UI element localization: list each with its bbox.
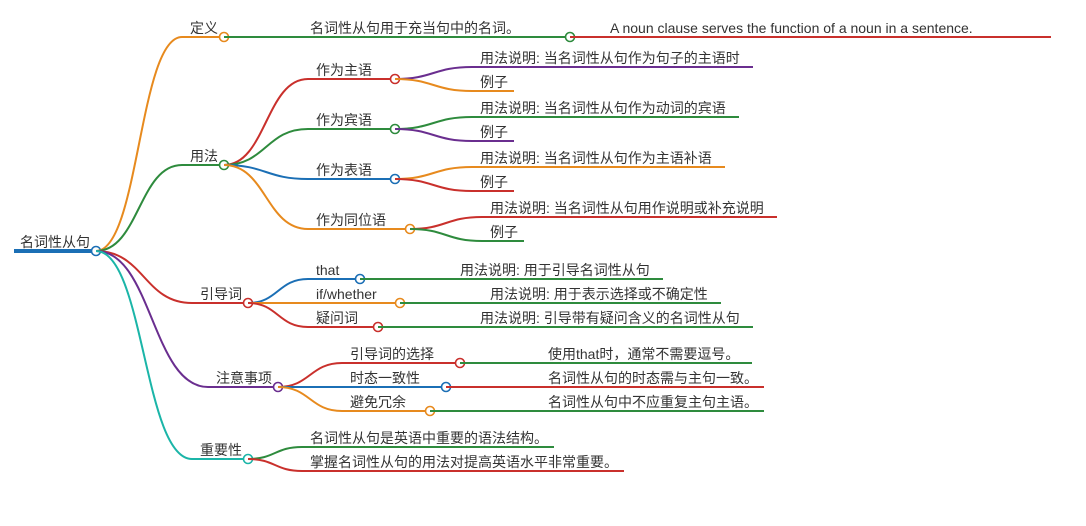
child-label: 时态一致性 [350, 371, 420, 385]
leaf-label: 例子 [480, 75, 508, 89]
leaf-label: 用法说明: 引导带有疑问含义的名词性从句 [480, 311, 740, 325]
leaf-label: 用法说明: 当名词性从句用作说明或补充说明 [490, 201, 764, 215]
child-label: if/whether [316, 287, 377, 301]
child-label: 名词性从句是英语中重要的语法结构。 [310, 431, 548, 445]
leaf-label: A noun clause serves the function of a n… [610, 21, 973, 35]
child-label: 引导词的选择 [350, 347, 434, 361]
branch-label-usage: 用法 [190, 149, 218, 163]
child-label: 作为表语 [316, 163, 372, 177]
child-label: 作为宾语 [316, 113, 372, 127]
child-label: that [316, 263, 339, 277]
child-label: 作为主语 [316, 63, 372, 77]
leaf-label: 用法说明: 当名词性从句作为主语补语 [480, 151, 712, 165]
child-label: 避免冗余 [350, 395, 406, 409]
leaf-label: 例子 [480, 175, 508, 189]
child-label: 掌握名词性从句的用法对提高英语水平非常重要。 [310, 455, 618, 469]
child-label: 疑问词 [316, 311, 358, 325]
leaf-label: 例子 [490, 225, 518, 239]
leaf-label: 用法说明: 用于表示选择或不确定性 [490, 287, 708, 301]
branch-label-conn: 引导词 [200, 287, 242, 301]
leaf-label: 使用that时，通常不需要逗号。 [548, 347, 739, 361]
branch-label-imp: 重要性 [200, 443, 242, 457]
leaf-label: 名词性从句的时态需与主句一致。 [548, 371, 758, 385]
leaf-label: 用法说明: 当名词性从句作为句子的主语时 [480, 51, 740, 65]
branch-label-def: 定义 [190, 21, 218, 35]
leaf-label: 例子 [480, 125, 508, 139]
leaf-label: 用法说明: 用于引导名词性从句 [460, 263, 650, 277]
child-label: 作为同位语 [316, 213, 386, 227]
branch-label-note: 注意事项 [216, 371, 272, 385]
child-label: 名词性从句用于充当句中的名词。 [310, 21, 520, 35]
leaf-label: 名词性从句中不应重复主句主语。 [548, 395, 758, 409]
root-label: 名词性从句 [20, 235, 90, 249]
leaf-label: 用法说明: 当名词性从句作为动词的宾语 [480, 101, 726, 115]
